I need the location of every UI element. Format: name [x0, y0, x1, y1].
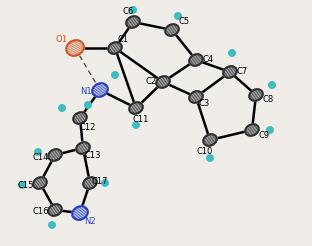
- Ellipse shape: [47, 203, 63, 217]
- Ellipse shape: [47, 148, 63, 162]
- Ellipse shape: [165, 24, 179, 36]
- Ellipse shape: [188, 53, 204, 67]
- Ellipse shape: [72, 111, 88, 125]
- Text: C2: C2: [145, 77, 157, 87]
- Ellipse shape: [73, 112, 87, 124]
- Ellipse shape: [244, 123, 260, 137]
- Text: C5: C5: [178, 17, 190, 27]
- Ellipse shape: [248, 88, 264, 102]
- Text: C6: C6: [122, 7, 134, 16]
- Text: C16: C16: [33, 207, 49, 216]
- Ellipse shape: [84, 101, 92, 109]
- Text: C14: C14: [33, 153, 49, 162]
- Ellipse shape: [129, 6, 137, 14]
- Text: C3: C3: [198, 99, 210, 108]
- Text: C4: C4: [202, 56, 213, 64]
- Ellipse shape: [266, 126, 274, 134]
- Ellipse shape: [91, 82, 109, 98]
- Text: N1: N1: [80, 88, 92, 96]
- Ellipse shape: [101, 179, 109, 187]
- Ellipse shape: [71, 205, 89, 221]
- Ellipse shape: [32, 176, 48, 190]
- Ellipse shape: [83, 177, 97, 189]
- Ellipse shape: [75, 141, 91, 155]
- Ellipse shape: [132, 121, 140, 129]
- Ellipse shape: [156, 76, 170, 88]
- Text: C9: C9: [258, 130, 270, 139]
- Ellipse shape: [92, 83, 108, 97]
- Ellipse shape: [174, 12, 182, 20]
- Ellipse shape: [72, 206, 88, 220]
- Ellipse shape: [66, 40, 84, 56]
- Ellipse shape: [203, 134, 217, 146]
- Ellipse shape: [76, 142, 90, 154]
- Ellipse shape: [58, 104, 66, 112]
- Ellipse shape: [125, 15, 141, 29]
- Ellipse shape: [228, 49, 236, 57]
- Ellipse shape: [206, 154, 214, 162]
- Ellipse shape: [48, 221, 56, 229]
- Ellipse shape: [189, 91, 203, 103]
- Text: C11: C11: [133, 116, 149, 124]
- Text: C12: C12: [80, 123, 96, 133]
- Ellipse shape: [111, 71, 119, 79]
- Text: C8: C8: [262, 95, 274, 105]
- Text: C13: C13: [85, 152, 101, 160]
- Text: O1: O1: [55, 35, 67, 45]
- Ellipse shape: [129, 102, 143, 114]
- Ellipse shape: [268, 81, 276, 89]
- Text: C10: C10: [197, 148, 213, 156]
- Text: C15: C15: [18, 181, 34, 189]
- Ellipse shape: [245, 124, 259, 136]
- Ellipse shape: [65, 39, 85, 57]
- Ellipse shape: [18, 181, 26, 189]
- Ellipse shape: [34, 148, 42, 156]
- Ellipse shape: [155, 75, 171, 89]
- Ellipse shape: [188, 90, 204, 104]
- Text: N2: N2: [84, 216, 96, 226]
- Ellipse shape: [48, 149, 62, 161]
- Ellipse shape: [164, 23, 180, 37]
- Ellipse shape: [249, 89, 263, 101]
- Ellipse shape: [107, 41, 123, 55]
- Ellipse shape: [48, 204, 62, 216]
- Ellipse shape: [126, 16, 140, 28]
- Ellipse shape: [33, 177, 47, 189]
- Text: C7: C7: [236, 67, 248, 77]
- Ellipse shape: [128, 101, 144, 115]
- Ellipse shape: [202, 133, 218, 147]
- Text: C17: C17: [92, 176, 108, 185]
- Text: C1: C1: [117, 35, 129, 45]
- Ellipse shape: [108, 42, 122, 54]
- Ellipse shape: [223, 66, 237, 78]
- Ellipse shape: [82, 176, 98, 190]
- Ellipse shape: [222, 65, 238, 79]
- Ellipse shape: [189, 54, 203, 66]
